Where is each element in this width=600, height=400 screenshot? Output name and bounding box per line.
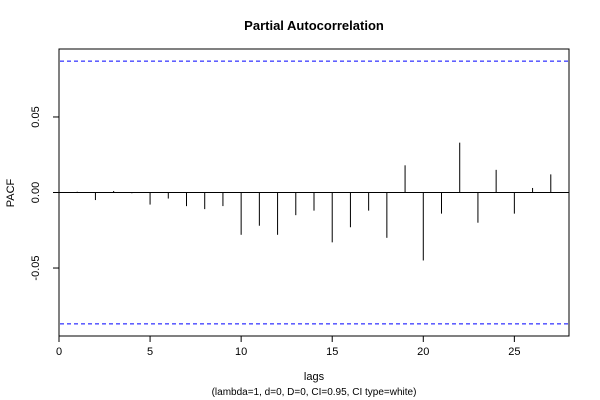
pacf-bars <box>76 142 552 261</box>
y-tick-label: 0.05 <box>30 106 42 127</box>
chart-subtitle: (lambda=1, d=0, D=0, CI=0.95, CI type=wh… <box>212 387 417 398</box>
x-tick-label: 20 <box>417 346 429 358</box>
x-tick-label: 0 <box>56 346 62 358</box>
y-tick-label: 0.00 <box>30 182 42 203</box>
y-tick-label: -0.05 <box>30 255 42 280</box>
x-axis-label: lags <box>304 371 325 383</box>
chart-title: Partial Autocorrelation <box>244 18 384 33</box>
x-tick-label: 15 <box>326 346 338 358</box>
x-tick-label: 10 <box>235 346 247 358</box>
y-axis: -0.05 0.00 0.05 <box>30 106 59 281</box>
x-axis: 0 5 10 15 20 25 <box>56 336 520 358</box>
y-axis-label: PACF <box>5 178 17 207</box>
x-tick-label: 25 <box>508 346 520 358</box>
x-tick-label: 5 <box>147 346 153 358</box>
confidence-bounds <box>60 60 568 325</box>
